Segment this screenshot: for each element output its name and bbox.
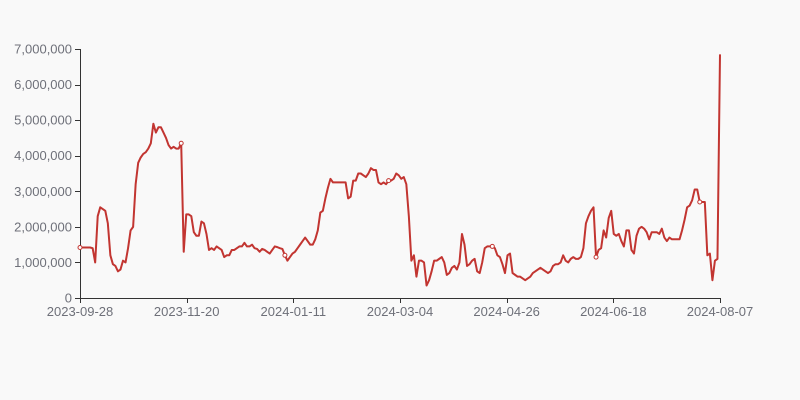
x-tick-label: 2024-01-11 <box>261 304 327 319</box>
y-tick-label: 1,000,000 <box>14 255 72 270</box>
series-point-marker[interactable] <box>178 140 184 146</box>
y-tick-label: 5,000,000 <box>14 113 72 128</box>
x-axis-ticks <box>80 298 721 303</box>
series-markers <box>77 140 703 260</box>
y-tick-label: 6,000,000 <box>14 77 72 92</box>
y-tick-label: 7,000,000 <box>14 42 72 57</box>
x-tick-label: 2024-03-04 <box>367 304 434 319</box>
y-axis-ticks <box>75 49 80 299</box>
series-point-marker[interactable] <box>697 199 703 205</box>
series-point-marker[interactable] <box>489 243 495 249</box>
series-point-marker[interactable] <box>282 252 288 258</box>
y-tick-label: 0 <box>65 291 72 306</box>
x-tick-label: 2023-09-28 <box>47 304 114 319</box>
y-tick-label: 2,000,000 <box>14 219 72 234</box>
series-point-marker[interactable] <box>77 244 83 250</box>
x-tick-label: 2024-04-26 <box>473 304 540 319</box>
y-tick-label: 4,000,000 <box>14 148 72 163</box>
x-tick-label: 2023-11-20 <box>154 304 220 319</box>
series-point-marker[interactable] <box>593 254 599 260</box>
x-tick-label: 2024-08-07 <box>687 304 754 319</box>
series-line <box>80 54 721 287</box>
x-axis-tick-labels: 2023-09-28 2023-11-20 2024-01-11 2024-03-04… <box>47 304 754 319</box>
x-tick-label: 2024-06-18 <box>580 304 647 319</box>
y-axis-tick-labels: 0 1,000,000 2,000,000 3,000,000 4,000,000 5,0… <box>14 42 72 306</box>
series-point-marker[interactable] <box>386 178 392 184</box>
y-tick-label: 3,000,000 <box>14 184 72 199</box>
